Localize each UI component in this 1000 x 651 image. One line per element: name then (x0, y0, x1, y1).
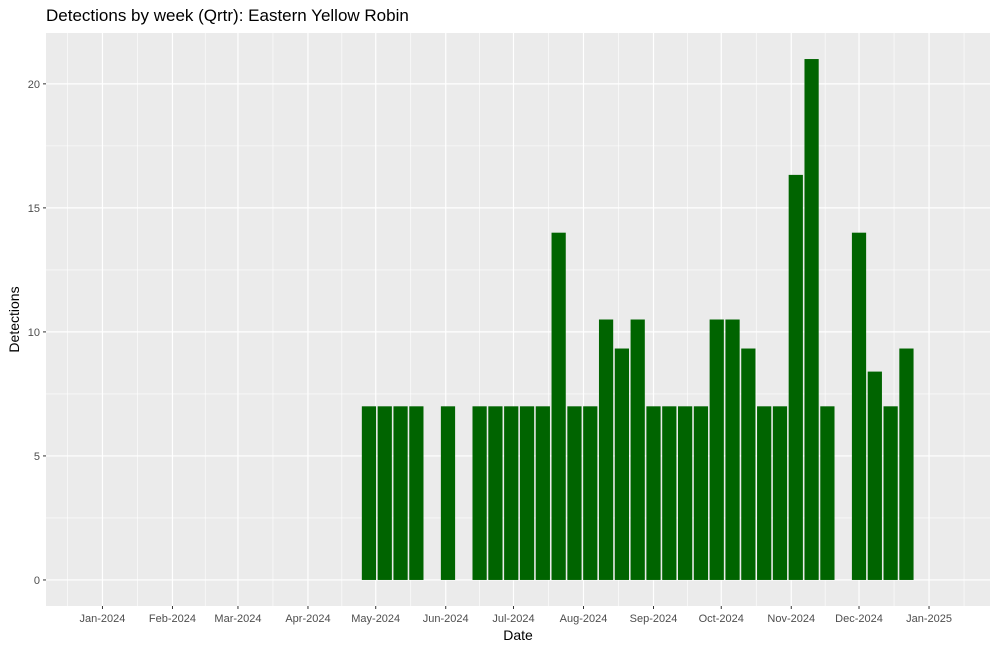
bar (662, 406, 677, 580)
bar (899, 348, 914, 580)
bar (788, 174, 803, 580)
bar (804, 59, 819, 580)
x-tick-label: Apr-2024 (285, 613, 330, 625)
x-axis-title: Date (503, 627, 533, 643)
x-tick-label: Jan-2025 (906, 613, 952, 625)
x-tick-label: Sep-2024 (630, 613, 678, 625)
bar (361, 406, 377, 580)
x-axis: Jan-2024 Feb-2024 Mar-2024 Apr-2024 May-2024… (80, 606, 952, 625)
x-tick-label: Nov-2024 (767, 613, 815, 625)
bar (725, 319, 740, 580)
x-tick-label: Dec-2024 (835, 613, 883, 625)
bar (851, 232, 867, 580)
bar (551, 232, 566, 580)
bar (567, 406, 582, 580)
x-tick-label: Oct-2024 (699, 613, 744, 625)
bar (583, 406, 598, 580)
bar (772, 406, 788, 580)
bar (630, 319, 645, 580)
bar (409, 406, 424, 580)
x-tick-label: May-2024 (351, 613, 400, 625)
x-tick-label: Feb-2024 (149, 613, 196, 625)
y-axis: 0 5 10 15 20 (28, 79, 46, 587)
bars (361, 59, 914, 580)
y-tick-label: 0 (34, 575, 40, 587)
x-tick-label: Mar-2024 (214, 613, 261, 625)
x-tick-label: Jul-2024 (492, 613, 534, 625)
x-tick-label: Jan-2024 (80, 613, 126, 625)
y-tick-label: 5 (34, 451, 40, 463)
bar (646, 406, 661, 580)
bar (472, 406, 487, 580)
bar (598, 319, 614, 580)
x-tick-label: Aug-2024 (560, 613, 608, 625)
bar (488, 406, 503, 580)
bar (504, 406, 519, 580)
bar (741, 348, 756, 580)
y-tick-label: 15 (28, 203, 40, 215)
bar (519, 406, 535, 580)
bar (820, 406, 835, 580)
y-tick-label: 10 (28, 327, 40, 339)
bar (535, 406, 550, 580)
bar (678, 406, 693, 580)
bar (614, 348, 629, 580)
bar (377, 406, 392, 580)
bar (757, 406, 772, 580)
bar (693, 406, 709, 580)
bar (709, 319, 724, 580)
y-axis-title: Detections (6, 286, 22, 352)
y-tick-label: 20 (28, 79, 40, 91)
x-tick-label: Jun-2024 (423, 613, 469, 625)
bar (393, 406, 408, 580)
chart-title: Detections by week (Qrtr): Eastern Yello… (46, 6, 409, 25)
bar (440, 406, 456, 580)
bar (883, 406, 898, 580)
bar (867, 371, 882, 580)
